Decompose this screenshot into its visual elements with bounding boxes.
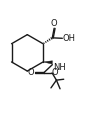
Text: O: O xyxy=(27,68,34,77)
Text: O: O xyxy=(51,19,57,28)
Text: NH: NH xyxy=(53,63,66,72)
Polygon shape xyxy=(43,61,52,64)
Text: O: O xyxy=(51,68,58,77)
Text: OH: OH xyxy=(63,34,76,43)
